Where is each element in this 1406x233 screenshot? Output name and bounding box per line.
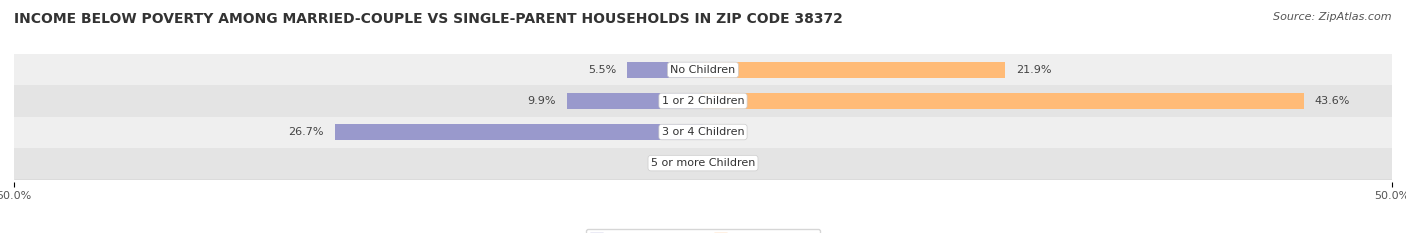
Text: 5.5%: 5.5% <box>588 65 616 75</box>
Bar <box>703 62 1005 78</box>
Bar <box>335 124 703 140</box>
Text: 5 or more Children: 5 or more Children <box>651 158 755 168</box>
Text: 21.9%: 21.9% <box>1015 65 1052 75</box>
Text: Source: ZipAtlas.com: Source: ZipAtlas.com <box>1274 12 1392 22</box>
Legend: Married Couples, Single Parents: Married Couples, Single Parents <box>586 229 820 233</box>
Bar <box>627 62 703 78</box>
Text: 26.7%: 26.7% <box>288 127 323 137</box>
Bar <box>14 147 1392 179</box>
Bar <box>14 116 1392 147</box>
Text: 9.9%: 9.9% <box>527 96 555 106</box>
Text: 0.0%: 0.0% <box>714 158 742 168</box>
Text: 1 or 2 Children: 1 or 2 Children <box>662 96 744 106</box>
Bar <box>703 93 1303 109</box>
Bar <box>567 93 703 109</box>
Text: 3 or 4 Children: 3 or 4 Children <box>662 127 744 137</box>
Bar <box>14 86 1392 116</box>
Text: 43.6%: 43.6% <box>1315 96 1350 106</box>
Text: INCOME BELOW POVERTY AMONG MARRIED-COUPLE VS SINGLE-PARENT HOUSEHOLDS IN ZIP COD: INCOME BELOW POVERTY AMONG MARRIED-COUPL… <box>14 12 844 26</box>
Text: No Children: No Children <box>671 65 735 75</box>
Bar <box>14 54 1392 86</box>
Text: 0.0%: 0.0% <box>714 127 742 137</box>
Text: 0.0%: 0.0% <box>664 158 692 168</box>
